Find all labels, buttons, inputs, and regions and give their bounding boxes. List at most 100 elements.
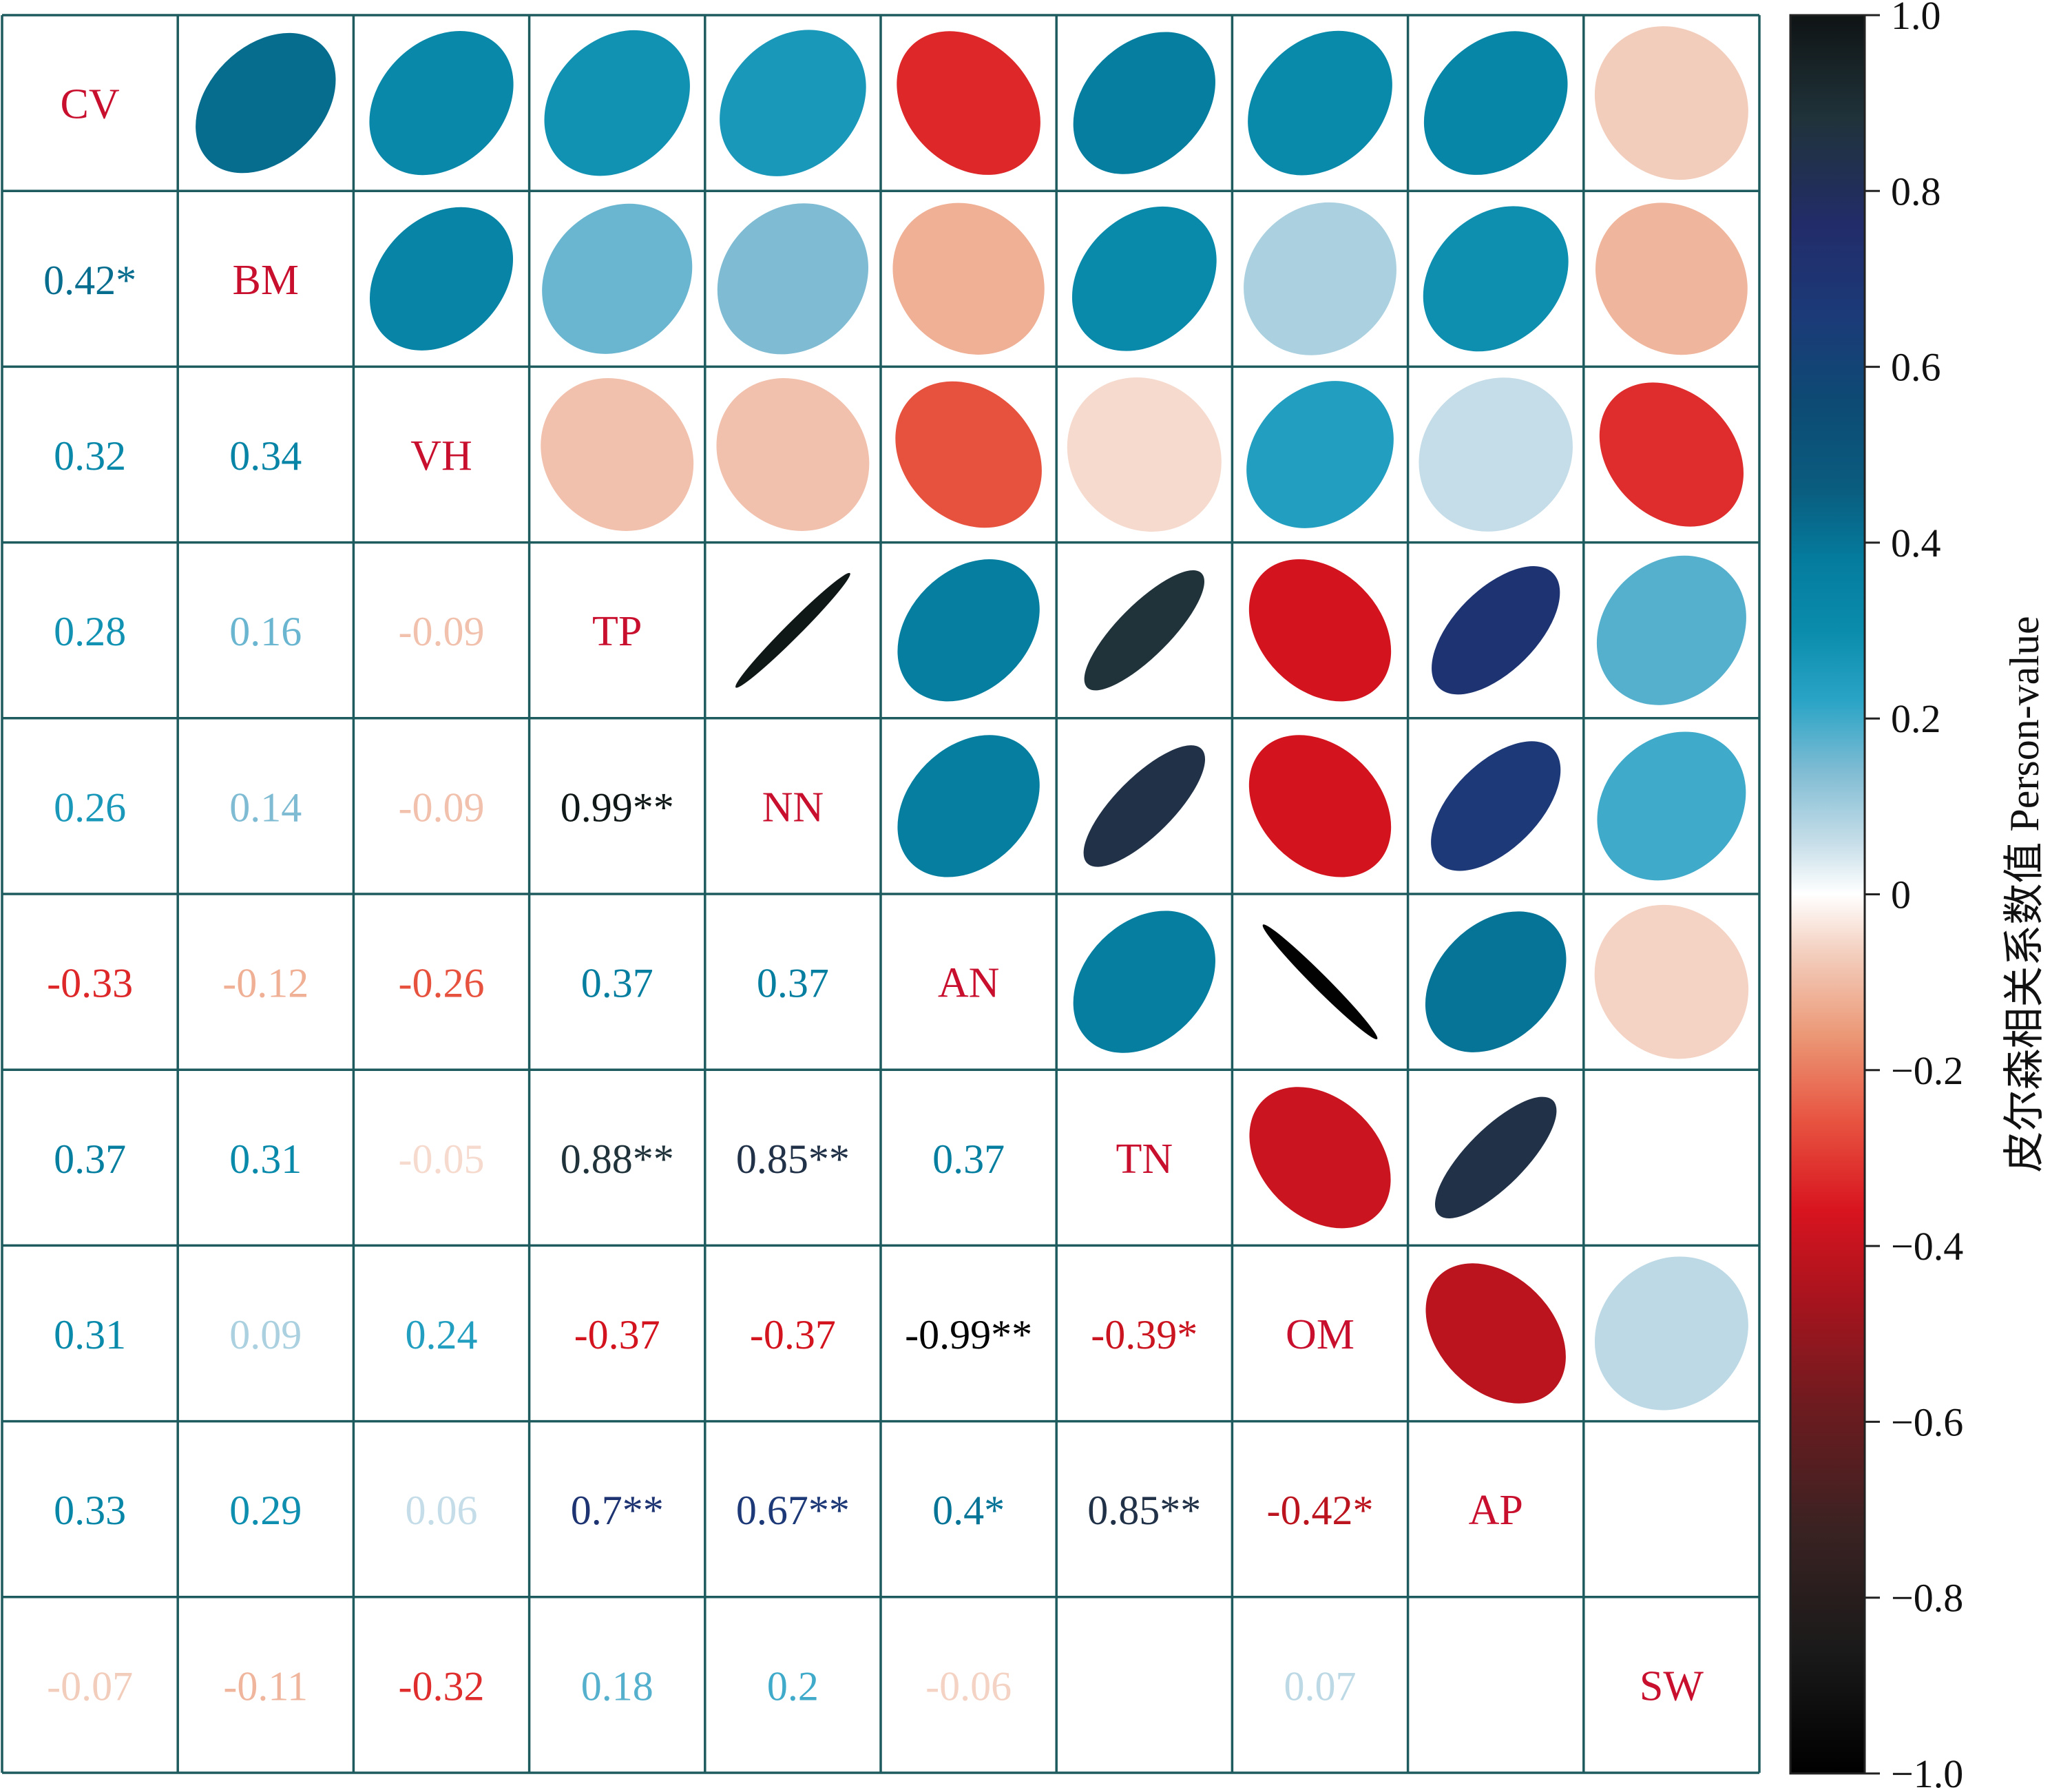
correlation-ellipse [720,30,866,176]
correlation-ellipse [196,32,336,174]
correlation-value: 0.85** [736,1136,850,1182]
cell-an-tp: 0.37 [581,961,653,1006]
cell-tn-vh: -0.05 [399,1136,485,1182]
cell-tn-tn: TN [1116,1136,1173,1183]
cell-tn-om [1249,1087,1391,1229]
diagonal-label: CV [61,81,120,128]
cell-bm-tp [542,203,693,354]
cell-cv-om [1248,30,1392,176]
correlation-value: 0.18 [581,1663,653,1709]
correlation-ellipse [1432,566,1560,695]
cell-tp-ap [1432,566,1560,695]
correlation-ellipse [716,378,870,531]
cell-tp-nn [735,572,850,688]
cell-an-ap [1425,911,1567,1052]
cell-nn-nn: NN [762,784,824,831]
correlation-value: 0.42* [43,258,136,303]
cell-bm-vh [369,207,514,351]
correlation-ellipse [1423,206,1569,352]
colorbar-tick-label: 0.2 [1891,696,1941,741]
cell-tn-tp: 0.88** [561,1136,674,1182]
cell-nn-vh: -0.09 [399,784,485,830]
correlation-value: 0.4* [932,1488,1005,1533]
correlation-ellipse [1594,1256,1748,1411]
correlation-value: 0.31 [54,1312,126,1357]
correlation-value: -0.39* [1091,1312,1197,1357]
diagonal-label: TN [1116,1136,1173,1183]
correlation-ellipse [1073,32,1215,174]
cell-tp-an [897,559,1040,702]
cell-sw-om: 0.07 [1284,1663,1357,1709]
cell-cv-tn [1073,32,1215,174]
cell-an-nn: 0.37 [757,961,829,1006]
cell-sw-bm: -0.11 [223,1663,308,1709]
correlation-value: -0.09 [399,784,485,830]
correlation-value: 0.29 [229,1488,302,1533]
correlation-ellipse [1073,910,1215,1053]
cell-nn-ap [1431,741,1561,871]
cell-bm-bm: BM [233,257,299,304]
correlation-ellipse [1067,377,1222,532]
cell-om-cv: 0.31 [54,1312,126,1357]
colorbar-tick-label: 0.4 [1891,521,1941,565]
correlation-value: 0.16 [229,609,302,654]
cell-ap-an: 0.4* [932,1488,1005,1533]
cell-tp-bm: 0.16 [229,609,302,654]
cell-tp-sw [1596,555,1746,705]
cell-tn-bm: 0.31 [229,1136,302,1182]
correlation-value: -0.33 [47,961,133,1006]
colorbar-tick-label: −0.2 [1891,1048,1963,1093]
cell-nn-om [1248,735,1392,877]
correlation-value: 0.2 [767,1663,819,1709]
diagonal-label: AP [1469,1487,1523,1534]
correlation-ellipse [1425,1263,1566,1404]
correlation-ellipse [892,202,1045,355]
cell-cv-ap [1423,31,1568,175]
correlation-ellipse [717,203,868,355]
cell-sw-an: -0.06 [925,1663,1012,1709]
cell-cv-cv: CV [61,81,120,128]
correlation-value: -0.26 [399,961,485,1006]
cell-om-sw [1594,1256,1748,1411]
colorbar-label: 皮尔森相关系数值 Person-value [2002,616,2047,1172]
cell-om-tp: -0.37 [574,1312,660,1357]
correlation-ellipse [897,559,1040,702]
correlation-ellipse [1248,30,1392,176]
cell-vh-vh: VH [410,433,472,479]
correlation-value: 0.37 [581,961,653,1006]
correlation-value: -0.37 [574,1312,660,1357]
cell-tn-nn: 0.85** [736,1136,850,1182]
correlation-ellipse [369,31,514,176]
matrix-cells: CV 0.42* BM 0.32 0.34 VH 0.28 0.16 -0.09 TP 0.26 0.… [43,26,1749,1709]
cell-nn-an [897,735,1040,877]
correlation-value: 0.67** [736,1488,850,1533]
correlation-ellipse [1594,904,1749,1059]
cell-vh-tp [541,378,694,531]
correlation-ellipse [897,31,1040,175]
colorbar-tick-label: 0.8 [1891,169,1941,214]
diagonal-label: AN [938,960,1000,1007]
cell-tn-an: 0.37 [932,1136,1005,1182]
correlation-value: 0.33 [54,1488,126,1533]
cell-om-ap [1425,1263,1566,1404]
colorbar-tick-label: 1.0 [1891,0,1941,38]
diagonal-label: VH [410,433,472,479]
cell-bm-ap [1423,206,1569,352]
colorbar-tick-label: −0.6 [1891,1399,1963,1444]
cell-nn-bm: 0.14 [229,784,302,830]
correlation-value: -0.99** [905,1312,1032,1357]
colorbar-tick-label: −0.4 [1891,1224,1963,1269]
diagonal-label: SW [1640,1663,1704,1709]
correlation-value: 0.37 [54,1136,126,1182]
correlation-ellipse [1596,555,1746,705]
correlation-value: 0.06 [406,1488,478,1533]
correlation-ellipse [1419,377,1573,532]
cell-nn-tn [1083,745,1206,867]
cell-nn-sw [1597,731,1746,881]
correlation-ellipse [1431,741,1561,871]
cell-vh-tn [1067,377,1222,532]
cell-bm-an [892,202,1045,355]
cell-cv-vh [369,31,514,176]
cell-om-tn: -0.39* [1091,1312,1197,1357]
cell-om-om: OM [1286,1311,1354,1358]
